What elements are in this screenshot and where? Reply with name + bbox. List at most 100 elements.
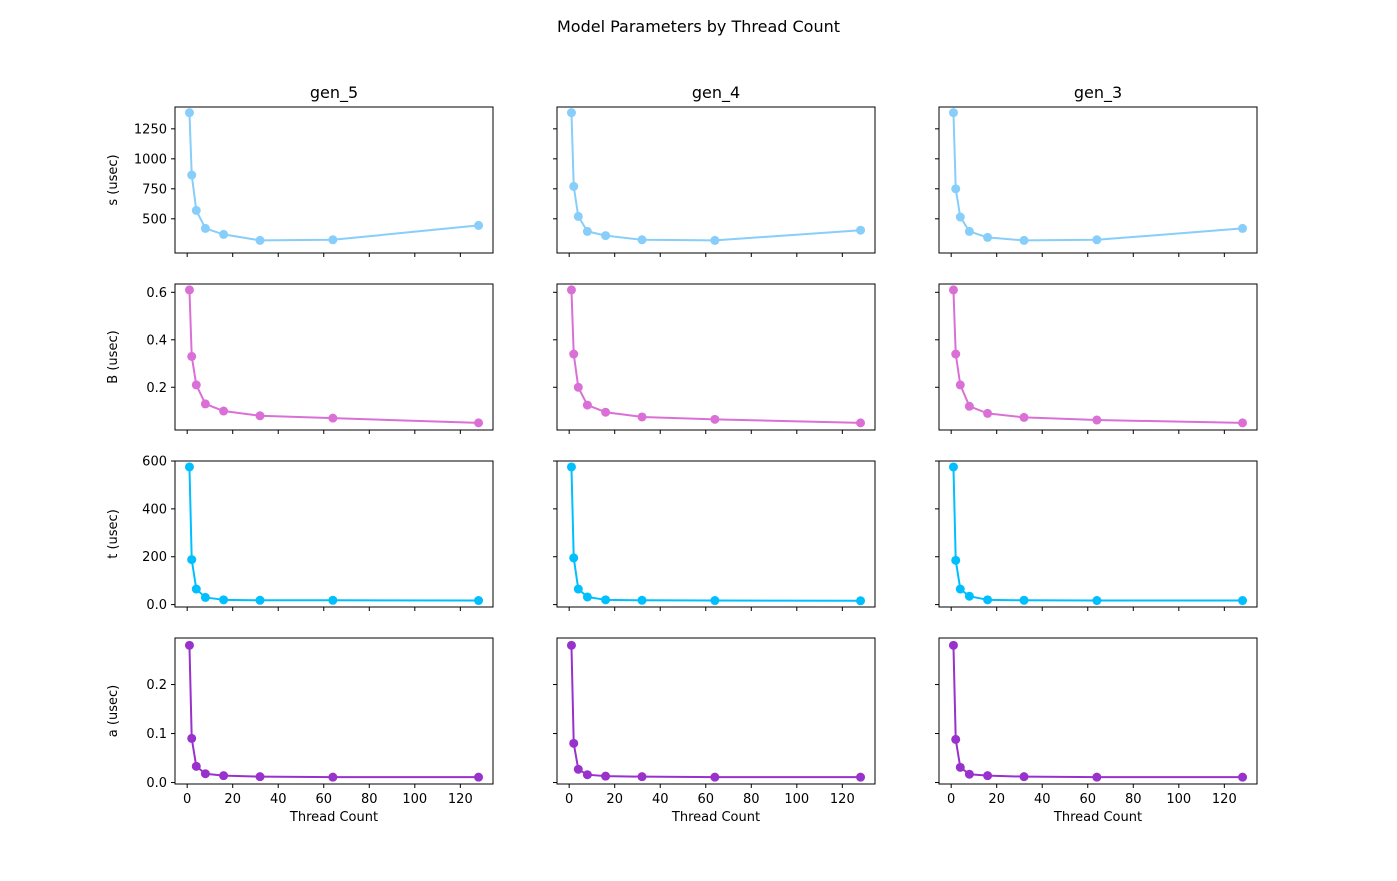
series-line: [570, 645, 861, 779]
data-point: [474, 596, 484, 606]
data-point: [474, 220, 484, 230]
x-tick-label: 120: [448, 792, 473, 807]
data-point: [948, 462, 958, 472]
data-point: [328, 772, 338, 782]
x-tick-label: 120: [830, 792, 855, 807]
data-point: [637, 772, 647, 782]
data-point: [582, 226, 592, 236]
x-tick-label: 80: [743, 792, 760, 807]
subplot-gen_5-row-3: 0.0 200 400 600 t (usec): [106, 455, 494, 613]
series-line: [952, 645, 1243, 779]
data-point: [573, 584, 583, 594]
subplot-gen_3-row-2: [935, 283, 1258, 434]
series-line: [188, 645, 479, 779]
x-tick-label: 120: [1212, 792, 1237, 807]
series-line: [952, 112, 1243, 242]
data-point: [191, 205, 201, 215]
subplot-gen_4-row-3: [553, 460, 876, 611]
y-axis-label: s (usec): [106, 154, 121, 205]
data-point: [255, 235, 265, 245]
column-title-gen_4: gen_4: [692, 83, 740, 103]
y-tick-label: 1250: [134, 122, 167, 137]
data-point: [1238, 772, 1248, 782]
data-point: [474, 418, 484, 428]
x-tick-label: 100: [784, 792, 809, 807]
column-title-gen_5: gen_5: [310, 83, 358, 103]
data-point: [951, 184, 961, 194]
x-axis-label: Thread Count: [1053, 810, 1142, 825]
data-point: [184, 285, 194, 295]
data-point: [710, 596, 720, 606]
data-point: [1092, 415, 1102, 425]
data-point: [964, 591, 974, 601]
x-tick-label: 0: [183, 792, 191, 807]
data-point: [328, 413, 338, 423]
data-point: [569, 349, 579, 359]
x-tick-label: 40: [270, 792, 287, 807]
x-tick-label: 20: [988, 792, 1005, 807]
y-tick-label: 0.6: [146, 286, 167, 301]
data-point: [983, 408, 993, 418]
data-point: [184, 462, 194, 472]
x-tick-label: 60: [315, 792, 332, 807]
data-point: [955, 584, 965, 594]
subplot-gen_4-row-4: 0 20 40 60 80 100 120 Thread Count: [553, 637, 876, 825]
plot-frame: [556, 637, 876, 785]
data-point: [1019, 412, 1029, 422]
x-tick-label: 20: [224, 792, 241, 807]
data-point: [200, 399, 210, 409]
data-point: [983, 595, 993, 605]
y-tick-label: 0.4: [146, 333, 167, 348]
data-point: [964, 226, 974, 236]
subplot-gen_3-row-1: gen_3: [935, 83, 1258, 257]
data-point: [582, 770, 592, 780]
data-point: [200, 592, 210, 602]
y-axis-label: a (usec): [106, 685, 121, 737]
x-tick-label: 40: [1034, 792, 1051, 807]
data-point: [184, 640, 194, 650]
series-line: [188, 466, 479, 602]
data-point: [951, 734, 961, 744]
plot-frame: [938, 106, 1258, 254]
x-tick-label: 0: [947, 792, 955, 807]
data-point: [856, 418, 866, 428]
x-tick-label: 20: [606, 792, 623, 807]
subplot-gen_5-row-4: 0 20 40 60 80 100 120 0.0 0.1 0.2 a (usec) Thread C…: [106, 637, 494, 825]
data-point: [1019, 595, 1029, 605]
data-point: [1019, 772, 1029, 782]
x-tick-label: 60: [697, 792, 714, 807]
data-point: [856, 596, 866, 606]
data-point: [710, 772, 720, 782]
data-point: [187, 555, 197, 565]
data-point: [187, 733, 197, 743]
y-axis-label: B (usec): [106, 330, 121, 383]
data-point: [948, 285, 958, 295]
data-point: [955, 762, 965, 772]
x-tick-label: 60: [1079, 792, 1096, 807]
x-tick-label: 80: [361, 792, 378, 807]
series-line: [952, 289, 1243, 424]
y-tick-label: 0.0: [146, 776, 167, 791]
data-point: [964, 769, 974, 779]
data-point: [566, 108, 576, 118]
plot-frame: [174, 283, 494, 431]
data-point: [951, 555, 961, 565]
data-point: [582, 592, 592, 602]
x-axis-label: Thread Count: [289, 810, 378, 825]
y-tick-label: 600: [142, 455, 167, 470]
series-line: [952, 466, 1243, 602]
column-title-gen_3: gen_3: [1074, 83, 1122, 103]
plot-frame: [174, 106, 494, 254]
x-axis-label: Thread Count: [671, 810, 760, 825]
plot-frame: [556, 283, 876, 431]
data-point: [983, 232, 993, 242]
y-tick-label: 0.0: [146, 598, 167, 613]
data-point: [255, 772, 265, 782]
data-point: [474, 772, 484, 782]
data-point: [573, 764, 583, 774]
series-line: [570, 289, 861, 424]
data-point: [637, 235, 647, 245]
x-tick-label: 40: [652, 792, 669, 807]
data-point: [219, 771, 229, 781]
